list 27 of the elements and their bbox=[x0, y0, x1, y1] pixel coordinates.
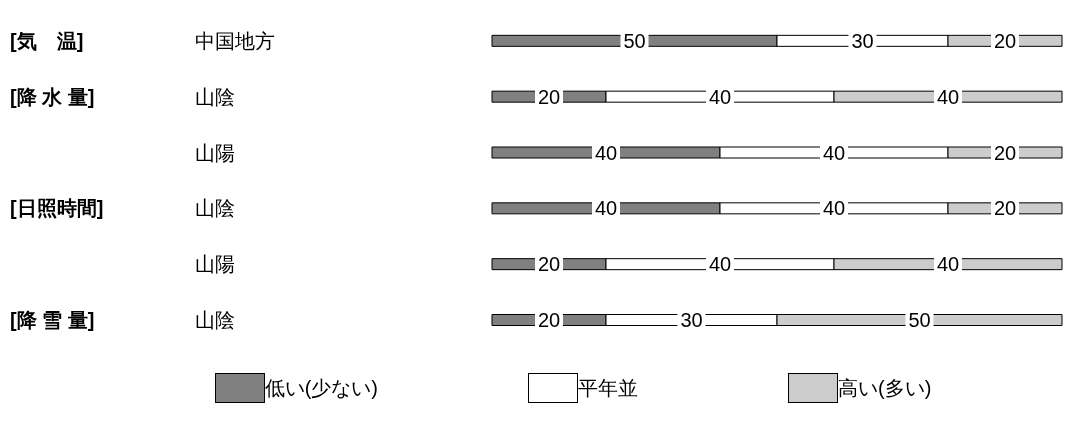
data-label: 40 bbox=[708, 253, 732, 276]
data-label: 50 bbox=[623, 29, 646, 52]
y-tick-label: 山陽 bbox=[195, 141, 235, 164]
data-label: 30 bbox=[851, 29, 874, 52]
data-label: 40 bbox=[936, 253, 960, 276]
data-label: 30 bbox=[680, 309, 703, 331]
data-label: 40 bbox=[708, 85, 732, 108]
legend-label: 低い(少ない) bbox=[264, 375, 378, 401]
data-label: 20 bbox=[993, 197, 1017, 220]
data-label: 40 bbox=[594, 141, 618, 164]
legend-label: 高い(多い) bbox=[838, 375, 932, 401]
data-label: 20 bbox=[537, 309, 561, 331]
data-label: 20 bbox=[993, 29, 1017, 52]
data-label: 50 bbox=[908, 309, 931, 331]
data-label: 20 bbox=[993, 141, 1017, 164]
category-label: [気 温] 中国地方 bbox=[10, 29, 275, 52]
data-label: 20 bbox=[537, 85, 561, 108]
data-label: 40 bbox=[936, 85, 960, 108]
category-label: [日照時間] 山陰 bbox=[10, 197, 235, 220]
data-label: 40 bbox=[822, 141, 846, 164]
legend-label: 平年並 bbox=[578, 375, 638, 401]
data-label: 40 bbox=[594, 197, 618, 220]
data-label: 20 bbox=[537, 253, 561, 276]
data-label: 40 bbox=[822, 197, 846, 220]
y-tick-label: 山陽 bbox=[195, 253, 235, 276]
category-label: [降 雪 量] 山陰 bbox=[10, 309, 235, 332]
category-label: [降 水 量] 山陰 bbox=[10, 85, 235, 108]
